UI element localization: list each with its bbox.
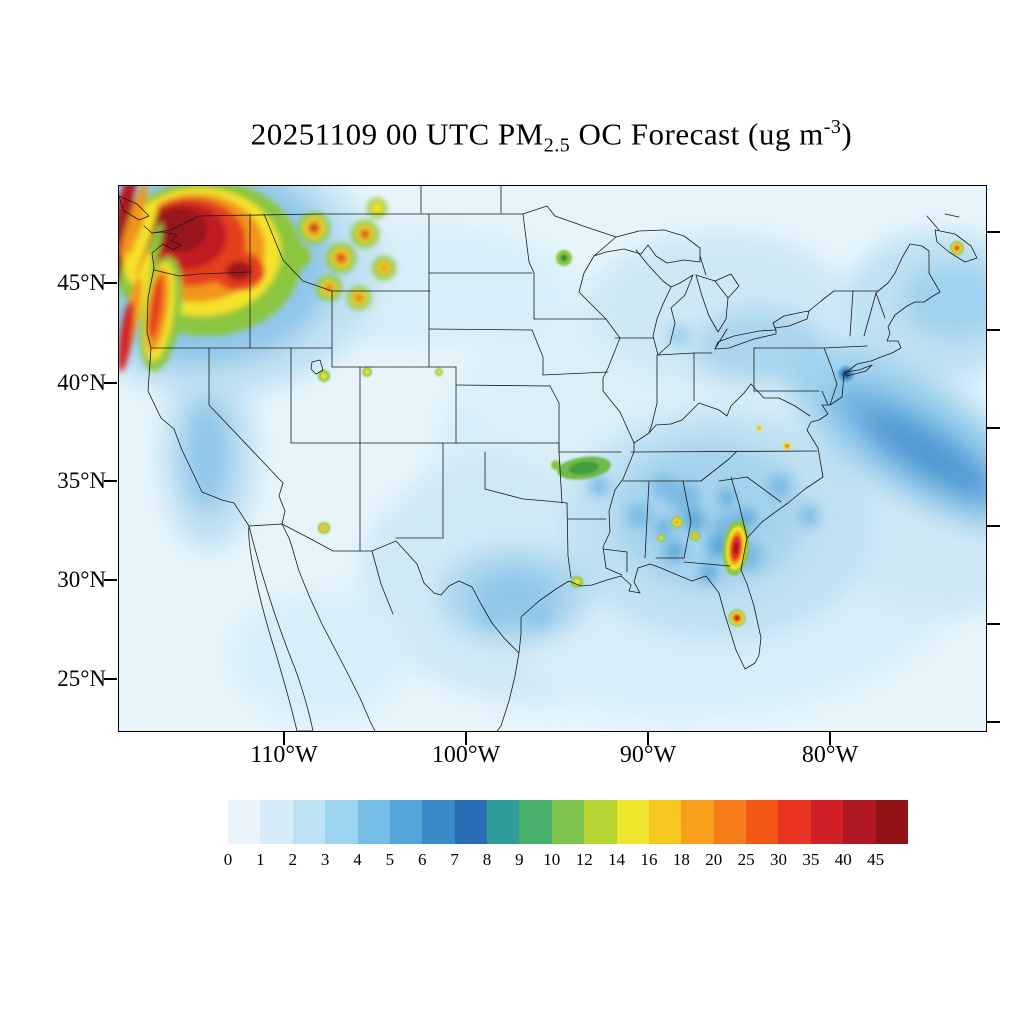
colorbar-segment xyxy=(260,800,293,844)
colorbar-tick-label: 20 xyxy=(705,850,723,869)
colorbar-segment xyxy=(325,800,358,844)
lat-axis-tick xyxy=(104,282,117,284)
colorbar-segment xyxy=(551,800,585,844)
lat-tick-label: 30°N xyxy=(57,567,106,592)
colorbar-segment xyxy=(810,800,844,844)
colorbar-tick-label: 14 xyxy=(608,850,626,869)
lat-tick-label: 35°N xyxy=(57,468,106,493)
right-axis-tick xyxy=(987,623,1000,625)
lake-michigan xyxy=(652,274,694,356)
right-axis-tick xyxy=(987,427,1000,429)
colorbar-tick-label: 9 xyxy=(515,850,524,869)
colorbar-tick-label: 4 xyxy=(353,850,362,869)
colorbar-tick-label: 18 xyxy=(672,850,690,869)
lat-tick-label: 25°N xyxy=(57,666,106,691)
atlantic-offshore-plume xyxy=(784,342,986,534)
title-suffix: ) xyxy=(841,116,853,152)
title-superscript: -3 xyxy=(823,116,842,138)
colorbar-segment xyxy=(228,800,261,844)
colorbar-labels: 0 1 2 3 4 5 6 7 8 9 10 12 14 16 18 20 25 30 35 40 45 xyxy=(224,850,928,872)
us-coastline xyxy=(143,225,941,670)
long-island xyxy=(844,364,873,377)
lon-tick-label: 100°W xyxy=(431,742,501,768)
title-prefix: 20251109 00 UTC PM xyxy=(250,116,544,152)
colorbar-tick-label: 7 xyxy=(450,850,459,869)
us-forecast-map xyxy=(119,186,986,731)
colorbar-segment xyxy=(648,800,682,844)
mexico-coast xyxy=(281,523,376,731)
colorbar-segment xyxy=(389,800,423,844)
geographic-boundaries xyxy=(119,186,978,731)
lon-axis-tick xyxy=(465,732,467,745)
lon-axis-tick xyxy=(283,732,285,745)
colorbar-tick-label: 1 xyxy=(256,850,265,869)
colorbar xyxy=(228,800,908,844)
right-axis-tick xyxy=(987,329,1000,331)
colorbar-tick-label: 45 xyxy=(867,850,885,869)
lat-tick-label: 45°N xyxy=(57,270,106,295)
colorbar-tick-label: 40 xyxy=(834,850,852,869)
map-frame xyxy=(118,185,987,732)
colorbar-segment xyxy=(616,800,649,844)
colorbar-tick-label: 0 xyxy=(223,850,233,869)
colorbar-segment xyxy=(487,800,520,844)
lon-tick-label: 90°W xyxy=(619,742,677,768)
colorbar-tick-label: 6 xyxy=(418,850,427,869)
lake-erie xyxy=(714,329,777,350)
right-axis-tick xyxy=(987,231,1000,233)
lon-axis-tick xyxy=(647,732,649,745)
ohio-river xyxy=(633,383,752,444)
colorbar-segment xyxy=(519,800,552,844)
lon-tick-label: 80°W xyxy=(801,742,859,768)
lon-axis-tick xyxy=(829,732,831,745)
colorbar-tick-label: 12 xyxy=(575,850,593,869)
nova-scotia xyxy=(934,229,978,263)
lon-tick-label: 110°W xyxy=(250,742,318,768)
colorbar-segment xyxy=(713,800,746,844)
colorbar-segment xyxy=(584,800,617,844)
lake-ontario xyxy=(772,310,810,329)
colorbar-tick-label: 30 xyxy=(769,850,787,869)
lat-axis-tick xyxy=(104,678,117,680)
colorbar-tick-label: 8 xyxy=(482,850,492,869)
plot-title: 20251109 00 UTC PM2.5 OC Forecast (ug m-… xyxy=(118,116,985,158)
colorbar-segment xyxy=(357,800,390,844)
colorbar-segment xyxy=(778,800,811,844)
colorbar-segment xyxy=(746,800,779,844)
colorbar-tick-label: 5 xyxy=(385,850,395,869)
right-axis-tick xyxy=(987,525,1000,527)
lat-axis-tick xyxy=(104,382,117,384)
colorbar-segment xyxy=(292,800,326,844)
title-middle: OC Forecast (ug m xyxy=(570,116,824,152)
colorbar-tick-label: 35 xyxy=(802,850,820,869)
lat-axis-tick xyxy=(104,579,117,581)
mississippi-river xyxy=(578,291,635,576)
hotspot-missouri xyxy=(557,456,611,480)
title-subscript: 2.5 xyxy=(543,134,571,157)
lake-huron xyxy=(695,274,729,333)
colorbar-segment xyxy=(454,800,487,844)
colorbar-tick-label: 25 xyxy=(737,850,755,869)
colorbar-tick-label: 2 xyxy=(288,850,298,869)
right-axis-tick xyxy=(987,721,1000,723)
colorbar-segment xyxy=(422,800,455,844)
baja-california xyxy=(248,525,314,731)
colorbar-segment xyxy=(875,800,908,844)
colorbar-segment xyxy=(843,800,876,844)
colorbar-tick-label: 10 xyxy=(543,850,561,869)
pnw-smoke-plume xyxy=(119,186,396,372)
colorbar-tick-label: 3 xyxy=(320,850,330,869)
colorbar-segment xyxy=(681,800,714,844)
lat-tick-label: 40°N xyxy=(57,370,106,395)
colorbar-tick-label: 16 xyxy=(640,850,658,869)
lat-axis-tick xyxy=(104,480,117,482)
vancouver-island xyxy=(119,195,150,221)
lake-superior xyxy=(593,229,701,264)
